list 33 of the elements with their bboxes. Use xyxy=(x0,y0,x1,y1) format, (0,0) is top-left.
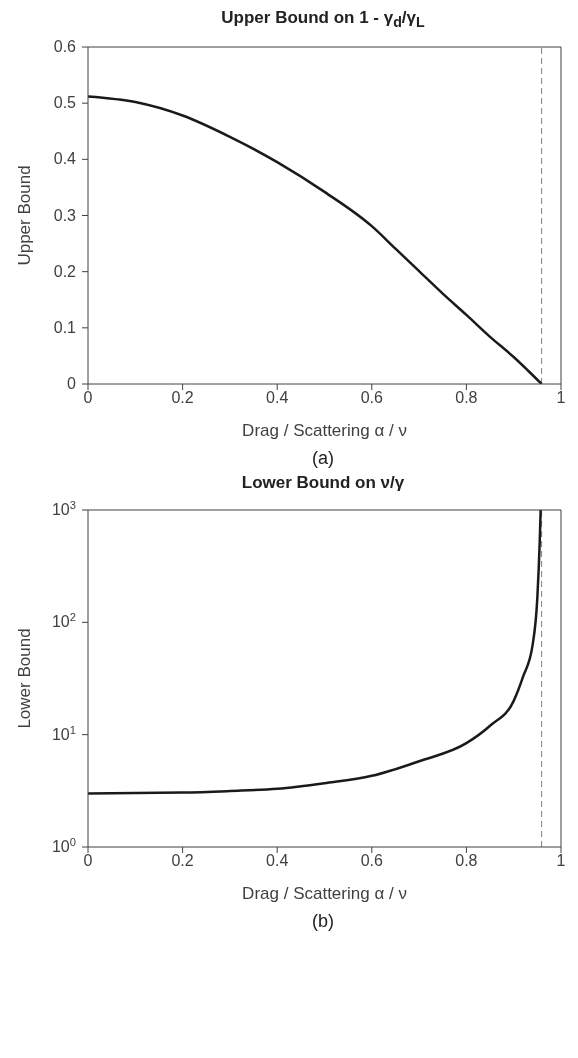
y-tick-label: 0.4 xyxy=(53,150,77,168)
chart-title: Upper Bound on 1 - γ$_{d}$/γ$_{L}$ xyxy=(220,8,426,31)
y-tick-label: 10$^{0}$ xyxy=(51,836,76,856)
x-tick-label: 0.8 xyxy=(455,852,478,870)
y-tick-label: 0.2 xyxy=(53,263,77,281)
y-axis-title: Lower Bound xyxy=(15,628,35,729)
x-tick-label: 0.6 xyxy=(360,852,384,870)
line-series xyxy=(88,510,542,796)
x-tick-label: 1 xyxy=(556,389,566,407)
y-tick-label: 10$^{1}$ xyxy=(51,724,76,744)
y-tick-label: 0 xyxy=(67,375,77,393)
x-axis-title: Drag / Scattering α / ν xyxy=(242,884,407,904)
text: (a) xyxy=(311,448,335,470)
x-tick-label: 0.4 xyxy=(266,852,289,870)
x-tick-label: 0 xyxy=(83,389,93,407)
x-tick-label: 1 xyxy=(556,852,566,870)
x-axis-title: Drag / Scattering α / ν xyxy=(242,421,407,441)
y-axis-title: Upper Bound xyxy=(15,165,35,266)
y-tick-label: 10$^{2}$ xyxy=(51,611,76,631)
y-tick-label: 0.5 xyxy=(53,94,77,112)
y-tick-label: 0.3 xyxy=(53,206,77,224)
x-tick-label: 0.2 xyxy=(171,852,194,870)
x-tick-label: 0.4 xyxy=(266,389,289,407)
x-tick-label: 0.6 xyxy=(360,389,384,407)
x-tick-label: 0.8 xyxy=(455,389,478,407)
chart-title: Lower Bound on ν/γ xyxy=(240,473,406,494)
text: (b) xyxy=(311,911,335,933)
x-tick-label: 0 xyxy=(83,852,93,870)
y-tick-label: 10$^{3}$ xyxy=(51,499,76,519)
x-tick-label: 0.2 xyxy=(171,389,194,407)
line-series xyxy=(88,95,543,385)
y-tick-label: 0.1 xyxy=(53,319,77,337)
y-tick-label: 0.6 xyxy=(53,38,77,56)
